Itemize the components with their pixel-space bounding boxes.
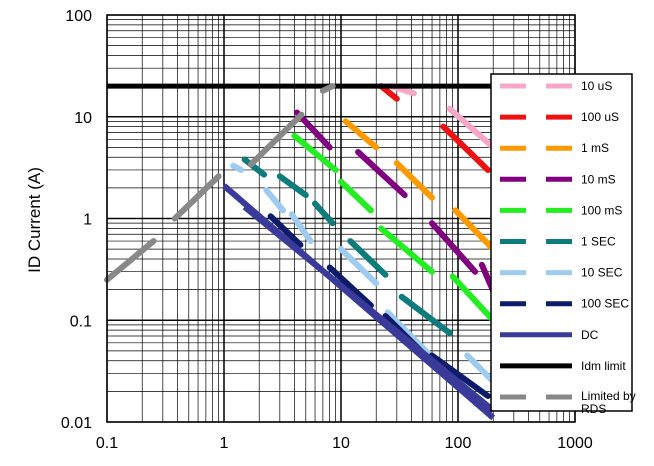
series-1-ms-segment xyxy=(342,118,380,151)
series-100-sec-segment xyxy=(267,213,304,248)
x-tick-label: 10 xyxy=(332,435,350,452)
legend-label-1-ms: 1 mS xyxy=(581,141,609,155)
series-limited-by-rds-segment xyxy=(104,238,157,283)
series-layer xyxy=(104,83,502,421)
series-100-sec-segment xyxy=(326,264,374,309)
series-1-sec-segment xyxy=(398,293,453,336)
series-1-sec-segment xyxy=(347,238,389,278)
y-tick-label: 0.01 xyxy=(61,415,92,432)
series-1-ms-segment xyxy=(452,207,497,253)
y-axis-label: ID Current (A) xyxy=(25,167,44,273)
series-10-sec-segment xyxy=(464,352,497,385)
series-100-us-segment xyxy=(440,123,491,173)
series-10-sec-segment xyxy=(263,187,287,214)
series-10-ms-segment xyxy=(429,220,479,275)
legend-label-dc: DC xyxy=(581,328,599,342)
series-1-sec-segment xyxy=(312,200,336,227)
series-10-ms-segment xyxy=(355,149,408,199)
series-1-ms-segment xyxy=(393,160,435,201)
series-100-ms-segment xyxy=(338,178,374,214)
series-100-ms-segment xyxy=(378,225,435,275)
series-10-us-segment xyxy=(446,105,497,151)
y-tick-label: 1 xyxy=(83,212,92,229)
series-10-sec-segment xyxy=(384,309,434,359)
series-10-sec-segment xyxy=(230,162,245,173)
series-10-sec-segment xyxy=(338,246,380,287)
y-tick-label: 10 xyxy=(74,110,92,127)
series-1-sec-segment xyxy=(241,156,268,178)
legend-label-100-sec: 100 SEC xyxy=(581,297,629,311)
x-tick-label: 0.1 xyxy=(96,435,118,452)
series-limited-by-rds-segment xyxy=(171,173,222,222)
y-tick-label: 100 xyxy=(65,8,92,25)
legend-label-10-us: 10 uS xyxy=(581,79,612,93)
legend-label-100-ms: 100 mS xyxy=(581,203,622,217)
series-1-sec-segment xyxy=(276,173,309,199)
legend-label-idm-limit: Idm limit xyxy=(581,359,626,373)
legend-label-100-us: 100 uS xyxy=(581,110,619,124)
series-100-sec-segment xyxy=(429,352,491,399)
x-tick-label: 1000 xyxy=(557,435,593,452)
series-100-ms-segment xyxy=(291,132,339,173)
legend-label-10-ms: 10 mS xyxy=(581,172,616,186)
y-tick-label: 0.1 xyxy=(70,313,92,330)
series-10-ms-segment xyxy=(293,109,333,151)
series-limited-by-rds-segment xyxy=(248,111,305,168)
series-dc-segment xyxy=(242,204,496,413)
series-100-ms-segment xyxy=(449,273,497,324)
x-tick-label: 100 xyxy=(445,435,472,452)
legend-label-10-sec: 10 SEC xyxy=(581,266,623,280)
series-limited-by-rds-segment xyxy=(319,83,336,94)
x-tick-label: 1 xyxy=(220,435,229,452)
series-10-sec-segment xyxy=(288,211,314,245)
legend: 10 uS 100 uS 1 mS 10 mS 100 mS 1 SEC 10 SEC 100… xyxy=(490,73,636,416)
legend-label-limited-by-rds: RDS xyxy=(581,402,606,416)
legend-label-limited-by-rds: Limited by xyxy=(581,389,636,403)
legend-label-1-sec: 1 SEC xyxy=(581,235,616,249)
